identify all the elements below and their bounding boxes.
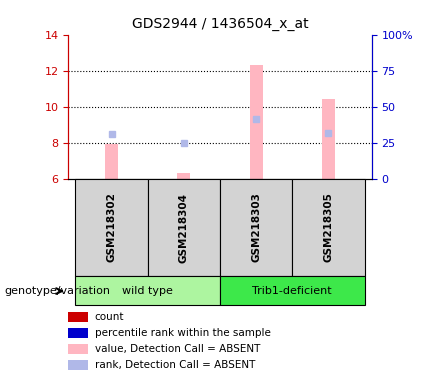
- Bar: [177, 173, 191, 179]
- Text: GSM218305: GSM218305: [323, 193, 334, 262]
- Text: rank, Detection Call = ABSENT: rank, Detection Call = ABSENT: [95, 360, 255, 370]
- Bar: [249, 65, 263, 179]
- Bar: [75, 276, 220, 305]
- Bar: [68, 312, 88, 322]
- Text: GSM218302: GSM218302: [106, 193, 117, 262]
- Title: GDS2944 / 1436504_x_at: GDS2944 / 1436504_x_at: [132, 17, 308, 31]
- Text: count: count: [95, 312, 124, 322]
- Bar: [75, 179, 148, 276]
- Bar: [68, 344, 88, 354]
- Text: Trib1-deficient: Trib1-deficient: [253, 286, 332, 296]
- Text: percentile rank within the sample: percentile rank within the sample: [95, 328, 271, 338]
- Bar: [220, 179, 292, 276]
- Text: GSM218303: GSM218303: [251, 193, 261, 262]
- Bar: [68, 360, 88, 370]
- Text: genotype/variation: genotype/variation: [4, 286, 110, 296]
- Text: GSM218304: GSM218304: [179, 192, 189, 263]
- Text: value, Detection Call = ABSENT: value, Detection Call = ABSENT: [95, 344, 260, 354]
- Bar: [322, 99, 335, 179]
- Bar: [105, 144, 118, 179]
- Bar: [292, 179, 365, 276]
- Text: wild type: wild type: [122, 286, 173, 296]
- Bar: [68, 328, 88, 338]
- Bar: [148, 179, 220, 276]
- Bar: [220, 276, 365, 305]
